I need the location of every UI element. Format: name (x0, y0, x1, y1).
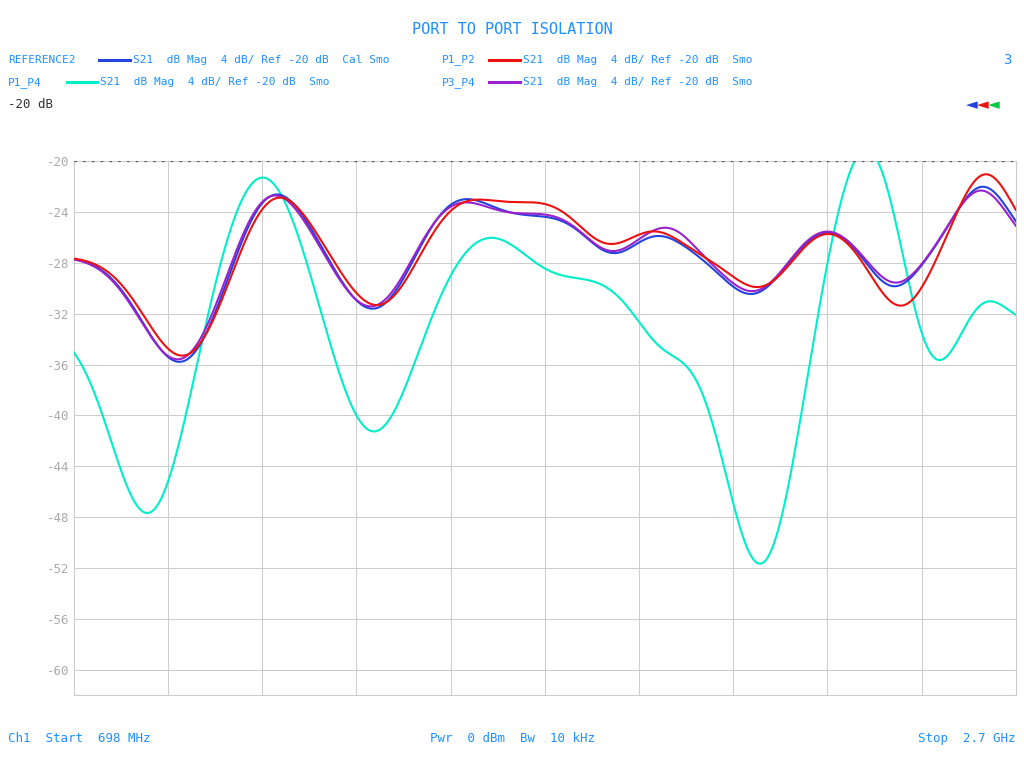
Text: Pwr  0 dBm  Bw  10 kHz: Pwr 0 dBm Bw 10 kHz (429, 733, 595, 745)
Text: S21  dB Mag  4 dB/ Ref -20 dB  Smo: S21 dB Mag 4 dB/ Ref -20 dB Smo (523, 55, 753, 65)
Text: ◄: ◄ (977, 97, 989, 112)
Text: P1_P4: P1_P4 (8, 77, 42, 88)
Text: ◄: ◄ (988, 97, 1000, 112)
Text: PORT TO PORT ISOLATION: PORT TO PORT ISOLATION (412, 22, 612, 37)
Text: S21  dB Mag  4 dB/ Ref -20 dB  Smo: S21 dB Mag 4 dB/ Ref -20 dB Smo (523, 77, 753, 88)
Text: P3_P4: P3_P4 (442, 77, 476, 88)
Text: -20 dB: -20 dB (8, 98, 53, 111)
Text: S21  dB Mag  4 dB/ Ref -20 dB  Cal Smo: S21 dB Mag 4 dB/ Ref -20 dB Cal Smo (133, 55, 389, 65)
Text: P1_P2: P1_P2 (442, 55, 476, 65)
Text: S21  dB Mag  4 dB/ Ref -20 dB  Smo: S21 dB Mag 4 dB/ Ref -20 dB Smo (100, 77, 330, 88)
Text: Stop  2.7 GHz: Stop 2.7 GHz (919, 733, 1016, 745)
Text: ◄: ◄ (966, 97, 978, 112)
Text: Ch1  Start  698 MHz: Ch1 Start 698 MHz (8, 733, 151, 745)
Text: REFERENCE2: REFERENCE2 (8, 55, 76, 65)
Text: 3: 3 (1004, 53, 1012, 67)
